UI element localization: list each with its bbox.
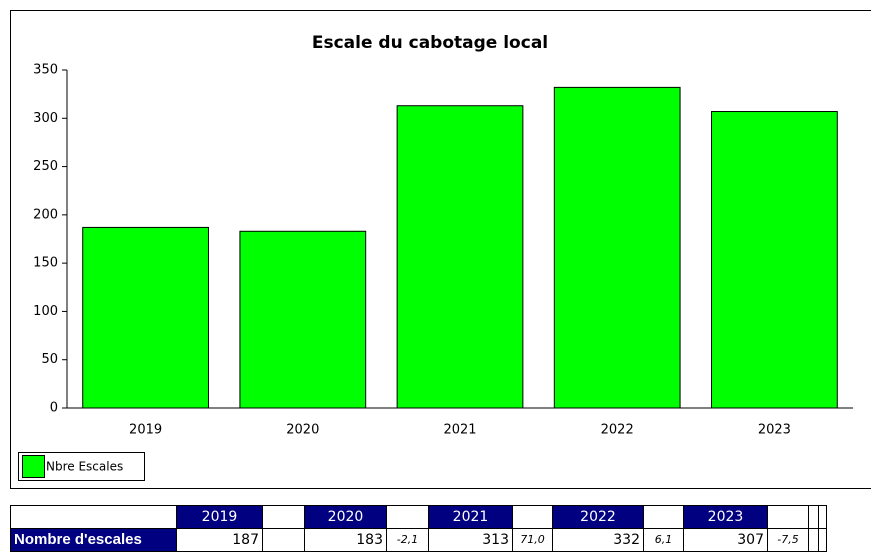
- x-tick-label: 2022: [601, 423, 634, 438]
- cell-value: 183: [304, 528, 387, 552]
- table-corner: [10, 505, 177, 529]
- chart-title: Escale du cabotage local: [312, 33, 548, 53]
- bar: [82, 226, 209, 409]
- table-end: [818, 505, 827, 529]
- x-tick-label: 2021: [443, 423, 476, 438]
- column-header: 2022: [552, 505, 644, 529]
- x-tick-label: 2019: [129, 423, 162, 438]
- cell-change: -7,5: [767, 528, 809, 552]
- column-header-blank: [386, 505, 429, 529]
- legend-label: Nbre Escales: [46, 460, 123, 474]
- y-tick-label: 300: [33, 111, 58, 126]
- row-label: Nombre d'escales: [10, 528, 177, 552]
- cell-change: [262, 528, 305, 552]
- legend-swatch: [22, 455, 45, 478]
- table-end: [818, 528, 827, 552]
- column-header-blank: [262, 505, 305, 529]
- column-header: 2023: [683, 505, 768, 529]
- y-tick-label: 0: [50, 401, 58, 416]
- cell-change: -2,1: [386, 528, 429, 552]
- cell-value: 307: [683, 528, 768, 552]
- y-tick-label: 50: [41, 352, 58, 367]
- chart: Escale du cabotage local 0 50 100 150 200 250…: [10, 10, 871, 489]
- cell-value: 187: [176, 528, 263, 552]
- column-header-blank: [643, 505, 684, 529]
- y-tick-label: 350: [33, 63, 58, 78]
- bar: [396, 105, 524, 409]
- cell-change: 6,1: [643, 528, 684, 552]
- y-tick-label: 250: [33, 159, 58, 174]
- column-header-blank: [512, 505, 553, 529]
- cell-change: 71,0: [512, 528, 553, 552]
- column-header: 2020: [304, 505, 387, 529]
- bar: [711, 111, 838, 409]
- column-header: 2021: [428, 505, 513, 529]
- bar: [553, 86, 681, 409]
- y-tick-label: 100: [33, 304, 58, 319]
- bar: [239, 230, 367, 409]
- cell-value: 313: [428, 528, 513, 552]
- y-tick-label: 200: [33, 207, 58, 222]
- x-tick-label: 2020: [286, 423, 319, 438]
- y-tick-label: 150: [33, 256, 58, 271]
- x-tick-label: 2023: [758, 423, 791, 438]
- cell-value: 332: [552, 528, 644, 552]
- column-header: 2019: [176, 505, 263, 529]
- column-header-blank: [767, 505, 809, 529]
